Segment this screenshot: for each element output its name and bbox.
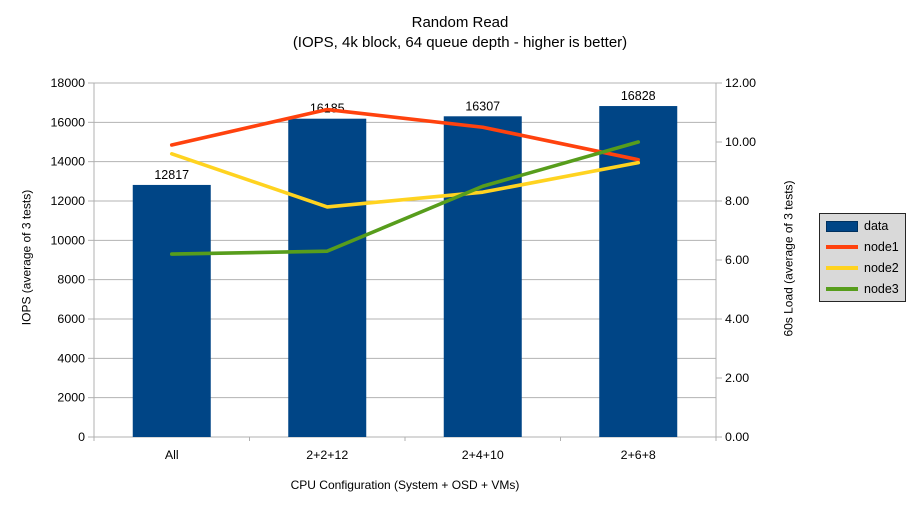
legend-label: node1	[864, 240, 899, 255]
left-axis-tick-label: 12000	[51, 194, 86, 208]
legend-swatch-node3	[826, 286, 858, 291]
line-node1	[169, 107, 641, 162]
legend: data node1 node2 node3	[819, 213, 906, 302]
left-axis-tick-label: 4000	[57, 351, 85, 365]
right-axis-tick-label: 10.00	[725, 135, 756, 149]
legend-item-node1: node1	[826, 239, 899, 256]
legend-item-node2: node2	[826, 260, 899, 277]
legend-label: data	[864, 219, 889, 234]
bar-data-label: 16828	[621, 89, 656, 103]
chart-title: Random Read	[411, 14, 509, 31]
line-node2	[169, 152, 641, 209]
left-axis-tick-label: 0	[78, 430, 85, 444]
x-axis-category-label: 2+2+12	[306, 448, 348, 462]
legend-label: node2	[864, 260, 899, 275]
legend-label: node3	[864, 281, 899, 296]
x-axis-category-label: 2+6+8	[621, 448, 656, 462]
legend-item-data: data	[826, 218, 899, 235]
right-axis-tick-label: 6.00	[725, 253, 749, 267]
x-axis-title: CPU Configuration (System + OSD + VMs)	[290, 478, 520, 492]
bar-data-label: 16307	[465, 99, 500, 113]
right-axis-tick-label: 4.00	[725, 312, 749, 326]
right-axis-tick-label: 2.00	[725, 371, 749, 385]
x-axis-category-label: 2+4+10	[462, 448, 504, 462]
bar-2+2+12	[288, 118, 367, 437]
x-axis-category-label: All	[165, 448, 179, 462]
left-axis-title: IOPS (average of 3 tests)	[19, 189, 34, 326]
chart-title-block: Random Read (IOPS, 4k block, 64 queue de…	[13, 13, 907, 53]
left-axis-tick-label: 18000	[51, 76, 86, 90]
right-axis-title: 60s Load (average of 3 tests)	[781, 180, 796, 337]
chart-subtitle: (IOPS, 4k block, 64 queue depth - higher…	[292, 34, 628, 51]
legend-swatch-node1	[826, 245, 858, 250]
left-axis-tick-label: 16000	[51, 115, 86, 129]
legend-swatch-node2	[826, 265, 858, 270]
bar-2+4+10	[443, 116, 522, 438]
right-axis-tick-label: 0.00	[725, 430, 749, 444]
bar-data-label: 12817	[154, 168, 189, 182]
legend-swatch-data	[826, 220, 858, 232]
left-axis-tick-label: 2000	[57, 391, 85, 405]
legend-item-node3: node3	[826, 280, 899, 297]
left-axis-tick-label: 6000	[57, 312, 85, 326]
left-axis-tick-label: 8000	[57, 273, 85, 287]
line-node3	[169, 140, 641, 256]
left-axis-tick-label: 10000	[51, 233, 86, 247]
bar-All	[132, 184, 211, 437]
right-axis-tick-label: 12.00	[725, 76, 756, 90]
left-axis-tick-label: 14000	[51, 155, 86, 169]
right-axis-tick-label: 8.00	[725, 194, 749, 208]
